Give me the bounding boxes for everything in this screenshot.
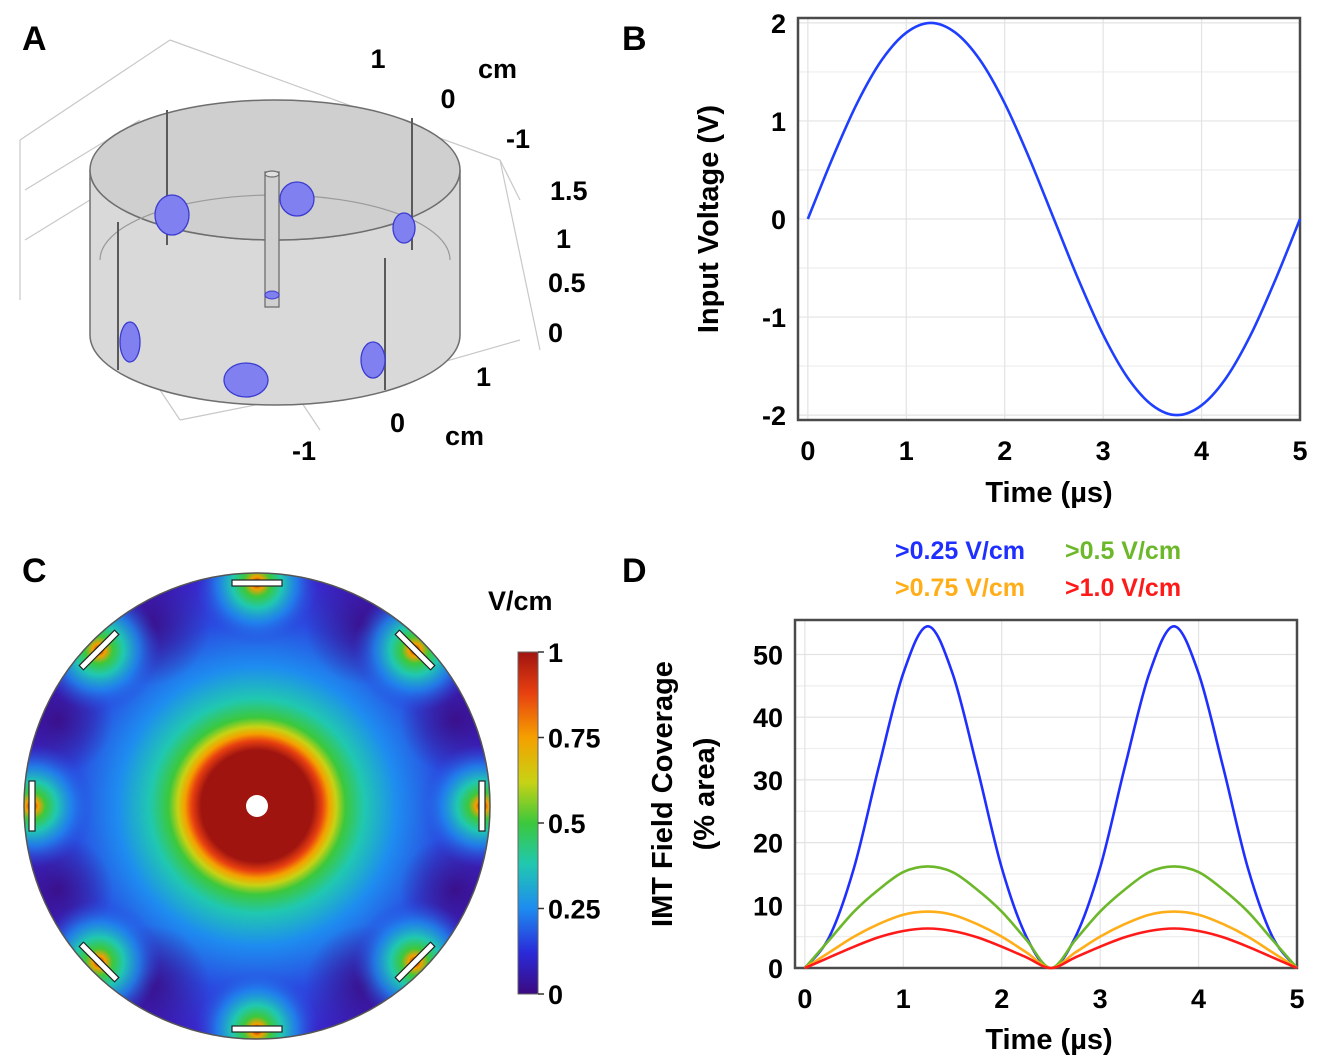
- colorbar-unit: V/cm: [488, 586, 553, 616]
- electrode-bars: [28, 579, 486, 1033]
- a-z-tick-0: 0: [548, 318, 563, 348]
- electrode: [360, 341, 386, 379]
- a-bottom-tick-neg1: -1: [292, 436, 316, 466]
- b-ytick-label: 0: [771, 205, 786, 235]
- d-ytick-label: 0: [768, 954, 783, 984]
- panel-letter-a: A: [22, 20, 47, 58]
- legend-entry: >1.0 V/cm: [1065, 574, 1181, 602]
- panel-d-legend: >0.25 V/cm >0.5 V/cm >0.75 V/cm >1.0 V/cm: [895, 537, 1181, 602]
- a-bottom-tick-0: 0: [390, 408, 405, 438]
- b-xtick-label: 0: [800, 436, 815, 466]
- d-xtick-label: 4: [1191, 984, 1206, 1014]
- panel-d-ylabel-line2: (% area): [689, 738, 721, 851]
- d-xtick-label: 3: [1093, 984, 1108, 1014]
- panel-letter-c: C: [22, 552, 47, 590]
- d-series-line-2: [804, 910, 1298, 970]
- panel-d-grid: [795, 620, 1298, 969]
- panel-d-ylabel: IMT Field Coverage: [647, 661, 679, 927]
- d-ytick-label: 10: [753, 891, 783, 921]
- a-z-tick-1: 1: [556, 224, 571, 254]
- center-electrode-rod: [264, 170, 280, 308]
- panel-b-grid: [798, 18, 1301, 420]
- b-xtick-label: 1: [899, 436, 914, 466]
- b-ytick-label: 1: [771, 107, 786, 137]
- b-ytick-label: 2: [771, 9, 786, 39]
- colorbar-gradient: [517, 651, 539, 995]
- colorbar: V/cm 1 0.75 0.5 0.25 0: [488, 586, 601, 1010]
- panel-letter-d: D: [622, 552, 647, 590]
- panel-c-field-map: V/cm 1 0.75 0.5 0.25 0: [23, 572, 601, 1040]
- colorbar-tick-label: 0.75: [548, 724, 601, 754]
- d-xtick-label: 0: [797, 984, 812, 1014]
- legend-entry: >0.25 V/cm: [895, 537, 1025, 565]
- a-bottom-tick-1: 1: [476, 362, 491, 392]
- electrode: [392, 212, 416, 244]
- wall-electrodes: [119, 181, 416, 398]
- panel-b-ylabel: Input Voltage (V): [693, 105, 725, 333]
- center-electrode-hole: [246, 795, 268, 817]
- legend-entry: >0.5 V/cm: [1065, 537, 1181, 565]
- b-xtick-label: 2: [997, 436, 1012, 466]
- a-top-tick-1: 1: [370, 44, 385, 74]
- d-ytick-label: 50: [753, 640, 783, 670]
- b-xtick-label: 3: [1096, 436, 1111, 466]
- d-series-line-3: [804, 927, 1298, 970]
- panel-a-geometry: 1 0 -1 cm 1.5 1 0.5 0 1 0 -1 cm: [19, 39, 588, 466]
- b-xtick-label: 4: [1194, 436, 1209, 466]
- d-ytick-label: 20: [753, 829, 783, 859]
- b-ytick-label: -2: [762, 401, 786, 431]
- b-series-line-0: [806, 21, 1302, 417]
- disc-outline: [23, 572, 491, 1040]
- panel-d-chart: >0.25 V/cm >0.5 V/cm >0.75 V/cm >1.0 V/cm 0…: [647, 537, 1305, 1056]
- d-series-line-0: [803, 624, 1299, 970]
- electrode: [279, 181, 315, 217]
- d-ytick-label: 40: [753, 703, 783, 733]
- electrode: [119, 321, 141, 363]
- electrode: [223, 362, 269, 398]
- electrode: [154, 194, 190, 236]
- colorbar-tick-label: 0.5: [548, 809, 586, 839]
- d-series-line-1: [803, 865, 1298, 970]
- a-z-tick-0-5: 0.5: [548, 268, 586, 298]
- legend-entry: >0.75 V/cm: [895, 574, 1025, 602]
- a-top-unit: cm: [478, 54, 517, 84]
- d-ytick-label: 30: [753, 766, 783, 796]
- a-top-tick-neg1: -1: [506, 124, 530, 154]
- panel-b-xlabel: Time (µs): [985, 477, 1112, 509]
- panel-letter-b: B: [622, 20, 647, 58]
- b-xtick-label: 5: [1292, 436, 1307, 466]
- b-ytick-label: -1: [762, 303, 786, 333]
- colorbar-tick-label: 1: [548, 638, 563, 668]
- panel-d-xlabel: Time (µs): [985, 1024, 1112, 1056]
- colorbar-tick-label: 0: [548, 980, 563, 1010]
- d-xtick-label: 2: [994, 984, 1009, 1014]
- colorbar-tick-label: 0.25: [548, 895, 601, 925]
- a-z-tick-1-5: 1.5: [550, 176, 588, 206]
- a-top-tick-0: 0: [440, 84, 455, 114]
- d-xtick-label: 5: [1289, 984, 1304, 1014]
- panel-d-frame: [793, 618, 1299, 970]
- d-xtick-label: 1: [896, 984, 911, 1014]
- panel-b-chart: 0 1 2 3 4 5 2 1 0 -1 -2 Time (µs) Input Voltage (V…: [693, 9, 1308, 509]
- a-bottom-unit: cm: [445, 421, 484, 451]
